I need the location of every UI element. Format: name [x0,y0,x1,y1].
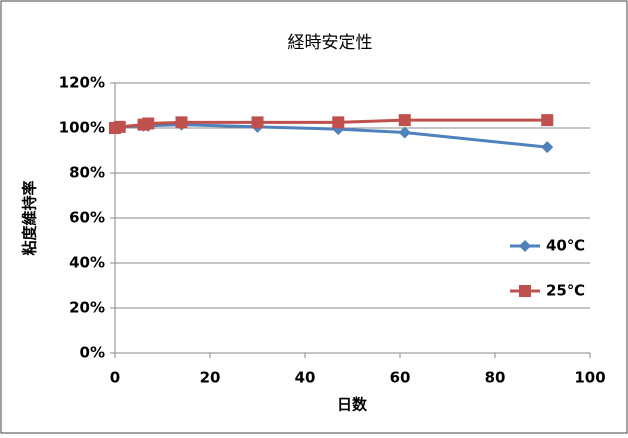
y-tick-label: 120% [59,74,105,92]
data-point [398,114,411,127]
data-point [332,116,345,129]
x-tick-label: 0 [110,369,120,387]
data-point [175,116,188,129]
data-point [398,126,411,139]
x-tick-label: 60 [390,369,411,387]
data-point [113,120,126,133]
y-tick-label: 20% [69,299,105,317]
legend-marker [519,240,531,252]
legend-label: 25℃ [546,282,585,300]
x-tick-label: 40 [295,369,316,387]
x-tick-label: 100 [574,369,605,387]
legend-label: 40℃ [546,237,585,255]
y-tick-label: 100% [59,119,105,137]
y-axis-title: 粘度維持率 [21,180,39,255]
data-point [541,141,554,154]
legend-marker [519,285,531,297]
y-tick-label: 80% [69,164,105,182]
x-axis-title: 日数 [337,396,368,414]
y-tick-label: 40% [69,254,105,272]
x-tick-label: 80 [485,369,506,387]
data-point [142,117,155,130]
data-point [541,114,554,127]
x-tick-label: 20 [200,369,221,387]
data-point [251,116,264,129]
y-tick-label: 60% [69,209,105,227]
chart-title: 経時安定性 [288,33,373,53]
y-tick-label: 0% [80,344,105,362]
